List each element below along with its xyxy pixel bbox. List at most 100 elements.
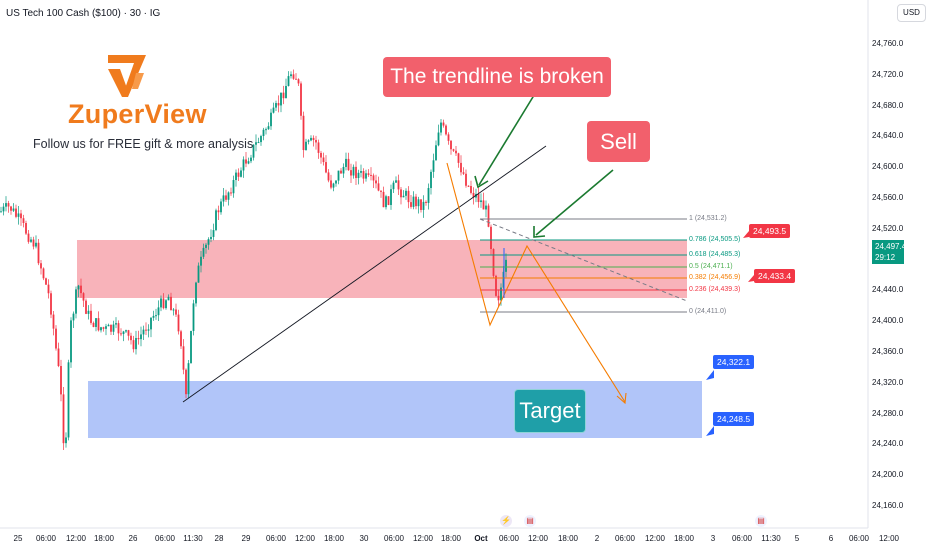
price-axis-tick: 24,680.0 bbox=[872, 100, 904, 110]
candle-body bbox=[327, 172, 330, 181]
candle-body bbox=[160, 298, 162, 308]
price-axis-tick: 24,240.0 bbox=[872, 439, 904, 449]
lower-tag-pointer bbox=[748, 275, 754, 282]
candle-body bbox=[457, 153, 460, 163]
candle-body bbox=[67, 362, 70, 438]
current-price-value: 24,497.4 bbox=[875, 242, 907, 251]
supply-zone[interactable] bbox=[77, 240, 687, 298]
time-axis-tick: 30 bbox=[359, 534, 369, 543]
candle-body bbox=[307, 140, 310, 142]
target-top-price-tag[interactable]: 24,322.1 bbox=[713, 355, 755, 369]
candle-body bbox=[347, 158, 350, 171]
us-flag-event-icon[interactable]: ▤ bbox=[524, 515, 536, 527]
candle-body bbox=[400, 189, 402, 198]
candle-body bbox=[135, 338, 137, 350]
candle-body bbox=[235, 172, 237, 181]
candle-body bbox=[167, 296, 170, 301]
candle-body bbox=[180, 331, 182, 347]
candle-body bbox=[115, 323, 117, 325]
target-bottom-price-tag[interactable]: 24,248.5 bbox=[713, 412, 755, 426]
candle-body bbox=[225, 195, 227, 200]
candle-body bbox=[492, 249, 495, 276]
candle-body bbox=[220, 201, 222, 213]
target-label[interactable]: Target bbox=[514, 389, 586, 433]
symbol-title[interactable]: US Tech 100 Cash ($100) · 30 · IG bbox=[6, 8, 161, 19]
candle-body bbox=[480, 200, 482, 203]
candle-body bbox=[417, 199, 420, 207]
candle-body bbox=[382, 191, 385, 208]
candle-body bbox=[405, 190, 407, 196]
time-axis-tick: 6 bbox=[828, 534, 834, 543]
sell-arrowhead bbox=[533, 226, 546, 238]
candle-body bbox=[430, 171, 432, 189]
currency-button[interactable]: USD bbox=[897, 4, 926, 22]
candle-body bbox=[195, 282, 197, 304]
candle-body bbox=[450, 140, 452, 150]
candlestick-series bbox=[0, 69, 507, 451]
candle-body bbox=[280, 92, 282, 106]
fibonacci-retracement[interactable] bbox=[480, 218, 687, 313]
candle-body bbox=[350, 170, 352, 176]
candle-body bbox=[242, 159, 245, 171]
lightning-event-icon[interactable]: ⚡ bbox=[500, 515, 512, 527]
time-axis-tick: 25 bbox=[13, 534, 23, 543]
candle-body bbox=[500, 287, 502, 301]
candle-body bbox=[505, 259, 507, 272]
candle-body bbox=[177, 314, 180, 332]
candle-body bbox=[80, 285, 82, 294]
candle-body bbox=[407, 190, 410, 203]
candle-body bbox=[227, 192, 230, 200]
candle-body bbox=[390, 189, 392, 205]
candle-body bbox=[95, 318, 97, 327]
candle-body bbox=[65, 437, 67, 444]
candle-body bbox=[487, 205, 490, 227]
candle-body bbox=[50, 293, 52, 315]
candle-body bbox=[477, 193, 480, 203]
candle-body bbox=[125, 330, 127, 332]
candle-body bbox=[485, 205, 487, 210]
candle-body bbox=[240, 170, 242, 177]
price-axis-tick: 24,360.0 bbox=[872, 347, 904, 356]
candle-body bbox=[255, 142, 257, 145]
current-price-label[interactable]: 24,497.4 29:12 bbox=[872, 240, 907, 264]
projection-path[interactable] bbox=[446, 162, 626, 403]
time-axis-tick: 12:00 bbox=[294, 534, 316, 543]
candle-body bbox=[470, 186, 472, 193]
brand-name: ZuperView bbox=[68, 99, 207, 129]
sell-callout[interactable]: Sell bbox=[587, 121, 650, 162]
target-zone[interactable] bbox=[88, 381, 702, 438]
candle-body bbox=[415, 196, 417, 207]
lower-zone-price-tag[interactable]: 24,433.4 bbox=[754, 269, 796, 283]
time-axis-tick: 29 bbox=[241, 534, 251, 543]
candle-body bbox=[77, 285, 80, 290]
candle-body bbox=[182, 346, 185, 370]
candle-body bbox=[395, 180, 397, 183]
time-axis-tick: 11:30 bbox=[761, 534, 781, 543]
price-axis-tick: 24,640.0 bbox=[872, 131, 904, 141]
candle-body bbox=[150, 317, 152, 330]
candle-body bbox=[175, 309, 177, 315]
time-axis-tick: 06:00 bbox=[498, 534, 520, 543]
candle-body bbox=[142, 329, 145, 335]
trendline[interactable] bbox=[182, 145, 547, 403]
candle-body bbox=[472, 192, 475, 198]
candle-body bbox=[425, 201, 427, 203]
candle-body bbox=[60, 366, 62, 395]
price-axis-tick: 24,280.0 bbox=[872, 408, 904, 418]
candle-body bbox=[202, 247, 205, 257]
candle-body bbox=[372, 175, 375, 181]
candle-body bbox=[370, 174, 372, 176]
trendline-broken-callout[interactable]: The trendline is broken bbox=[383, 57, 611, 97]
sell-arrow bbox=[535, 169, 614, 236]
candle-body bbox=[17, 213, 20, 217]
candle-body bbox=[495, 275, 497, 296]
fib-level-label: 0.236 (24,439.3) bbox=[689, 286, 741, 293]
time-axis-tick: 26 bbox=[128, 534, 138, 543]
time-axis-tick: Oct bbox=[474, 534, 488, 543]
candle-body bbox=[467, 185, 470, 187]
us-flag-event-icon[interactable]: ▤ bbox=[755, 515, 767, 527]
upper-zone-price-tag[interactable]: 24,493.5 bbox=[749, 224, 791, 238]
candle-body bbox=[200, 256, 202, 266]
candle-body bbox=[252, 144, 255, 158]
